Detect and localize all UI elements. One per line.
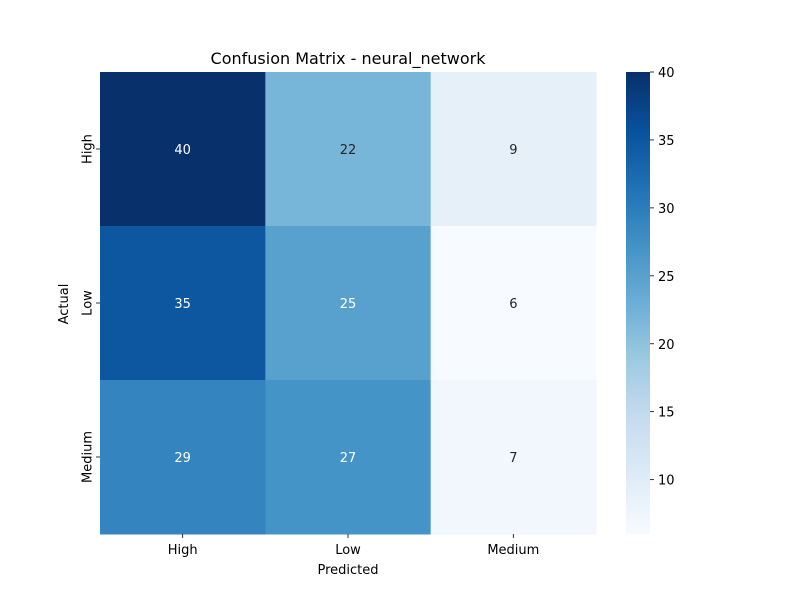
cell-value-label: 40 <box>174 143 191 158</box>
heatmap-cell <box>265 380 432 535</box>
cell-value-label: 7 <box>509 451 517 466</box>
colorbar-gradient <box>626 72 650 534</box>
cell-value-label: 22 <box>340 143 357 158</box>
y-axis-ticks: High Low Medium <box>81 134 100 483</box>
heatmap-cell <box>430 380 597 535</box>
colorbar-tick-label: 40 <box>658 66 675 81</box>
heatmap-cell <box>100 226 266 381</box>
x-axis-label: Predicted <box>317 563 378 578</box>
y-tick-label: Low <box>81 290 96 316</box>
heatmap-cell <box>265 226 432 381</box>
colorbar-tick-label: 35 <box>658 134 675 149</box>
heatmap-grid: 40 22 9 35 25 6 29 27 7 <box>100 72 597 535</box>
heatmap-cell <box>265 72 432 227</box>
colorbar: 10 15 20 25 30 35 40 <box>626 66 675 534</box>
chart-title: Confusion Matrix - neural_network <box>211 49 487 69</box>
cell-value-label: 9 <box>509 143 517 158</box>
colorbar-tick-label: 30 <box>658 202 675 217</box>
cell-value-label: 6 <box>509 297 517 312</box>
heatmap-cell <box>100 72 266 227</box>
cell-value-label: 29 <box>174 451 191 466</box>
y-axis-label: Actual <box>57 284 72 325</box>
colorbar-tick-label: 15 <box>658 406 675 421</box>
cell-value-label: 25 <box>340 297 357 312</box>
x-tick-label: High <box>168 543 198 558</box>
heatmap-cell <box>100 380 266 535</box>
colorbar-tick-label: 10 <box>658 474 675 489</box>
x-tick-label: Low <box>335 543 361 558</box>
y-tick-label: High <box>81 134 96 164</box>
heatmap-cell <box>430 72 597 227</box>
cell-value-label: 27 <box>340 451 357 466</box>
cell-value-label: 35 <box>174 297 191 312</box>
colorbar-tick-label: 25 <box>658 270 675 285</box>
x-axis-ticks: High Low Medium <box>168 534 539 558</box>
heatmap-cell <box>430 226 597 381</box>
colorbar-tick-label: 20 <box>658 338 675 353</box>
x-tick-label: Medium <box>487 543 539 558</box>
y-tick-label: Medium <box>81 431 96 483</box>
